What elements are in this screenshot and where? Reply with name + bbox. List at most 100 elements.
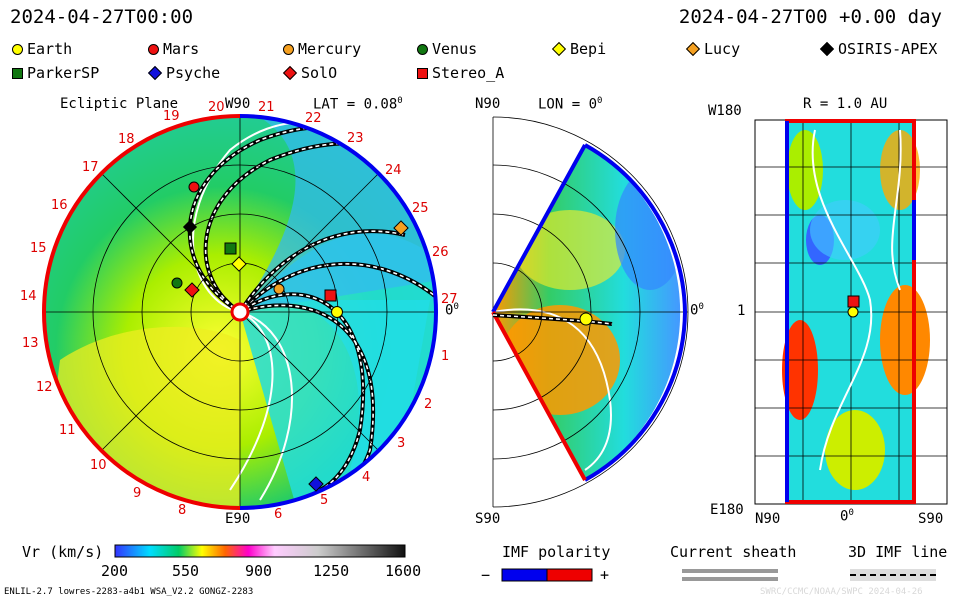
square-icon: [12, 67, 23, 79]
svg-text:13: 13: [22, 336, 39, 351]
osiris-apex-marker: [182, 219, 198, 235]
ecliptic-title: Ecliptic Plane: [60, 96, 179, 112]
imf-minus-label: −: [481, 566, 491, 584]
legend-item-bepi: Bepi: [551, 40, 607, 58]
legend-label: Venus: [432, 40, 478, 58]
legend-item-earth: Earth: [12, 40, 72, 58]
circle-icon: [417, 43, 428, 55]
legend-label: OSIRIS-APEX: [838, 40, 938, 58]
legend-item-mercury: Mercury: [283, 40, 361, 58]
svg-text:6: 6: [274, 507, 282, 522]
radial-x-left-label: N90: [755, 511, 781, 527]
legend-item-psyche: Psyche: [147, 64, 221, 82]
legend-label: Psyche: [166, 64, 221, 82]
radial-top-left-label: W180: [708, 103, 742, 119]
meridional-bottom-label: S90: [475, 511, 501, 527]
legend-label: SolO: [301, 64, 338, 82]
svg-text:27: 27: [441, 292, 458, 307]
radial-title: R = 1.0 AU: [803, 96, 888, 112]
svg-text:18: 18: [118, 132, 135, 147]
legend-item-parkersp: ParkerSP: [12, 64, 99, 82]
circle-icon: [12, 43, 23, 55]
radial-mid-left-label: 1: [737, 303, 746, 319]
legend-item-osiris-apex: OSIRIS-APEX: [819, 40, 938, 58]
svg-text:22: 22: [305, 111, 322, 126]
legend-label: Stereo_A: [432, 64, 505, 82]
legend-item-mars: Mars: [148, 40, 199, 58]
svg-text:19: 19: [163, 109, 180, 124]
svg-text:2: 2: [424, 397, 432, 412]
timestamp-right: 2024-04-27T00 +0.00 day: [678, 6, 942, 28]
mercury-marker: [273, 283, 285, 295]
meridional-top-label: N90: [475, 96, 501, 112]
legend-label: Bepi: [570, 40, 607, 58]
legend-item-solo: SolO: [282, 64, 338, 82]
sun-marker: [230, 302, 250, 322]
legend-item-venus: Venus: [417, 40, 477, 58]
legend-item-stereo-a: Stereo_A: [417, 64, 504, 82]
venus-marker: [171, 277, 183, 289]
imf-positive-swatch: [546, 568, 593, 582]
stereo-a-marker: [324, 289, 337, 302]
svg-text:4: 4: [362, 470, 370, 485]
svg-text:5: 5: [320, 493, 328, 508]
svg-text:17: 17: [82, 160, 99, 175]
svg-text:10: 10: [90, 458, 107, 473]
current-sheath-line-2: [682, 577, 778, 581]
solo-marker: [184, 282, 200, 298]
radial-x-mid-label: 00: [840, 508, 854, 525]
svg-text:12: 12: [36, 380, 53, 395]
bepi-marker: [231, 256, 247, 272]
colorbar-tick-3: 900: [245, 562, 273, 580]
radial-panel: [754, 119, 948, 505]
timestamp-left: 2024-04-27T00:00: [10, 6, 194, 28]
lucy-marker: [393, 220, 409, 236]
svg-text:25: 25: [412, 201, 429, 216]
velocity-colorbar: [114, 544, 406, 558]
imf-polarity-title: IMF polarity: [502, 543, 611, 561]
svg-text:24: 24: [385, 163, 402, 178]
colorbar-title: Vr (km/s): [22, 543, 104, 561]
colorbar-tick-4: 1250: [313, 562, 350, 580]
square-icon: [417, 67, 428, 79]
latitude-label: LAT = 0.080: [313, 96, 403, 113]
colorbar-tick-1: 200: [101, 562, 129, 580]
colorbar-tick-5: 1600: [385, 562, 422, 580]
legend-label: Mars: [163, 40, 200, 58]
legend-label: ParkerSP: [27, 64, 100, 82]
ecliptic-bottom-label: E90: [225, 511, 251, 527]
svg-text:3: 3: [397, 436, 405, 451]
legend-label: Lucy: [704, 40, 741, 58]
svg-text:1: 1: [441, 349, 449, 364]
imf-line-title: 3D IMF line: [848, 543, 948, 561]
svg-text:20: 20: [208, 100, 225, 115]
current-sheath-title: Current sheath: [670, 543, 797, 561]
parkersp-marker: [224, 242, 237, 255]
ecliptic-top-label: W90: [225, 96, 251, 112]
imf-plus-label: +: [600, 566, 610, 584]
current-sheath-line-1: [682, 569, 778, 573]
svg-text:14: 14: [20, 289, 37, 304]
svg-text:15: 15: [30, 241, 47, 256]
footer-model-info: ENLIL-2.7 lowres-2283-a4b1 WSA_V2.2 GONG…: [4, 587, 254, 597]
ecliptic-right-label: 00: [445, 302, 459, 319]
svg-text:11: 11: [59, 423, 76, 438]
svg-text:21: 21: [258, 100, 275, 115]
circle-icon: [148, 43, 159, 55]
imf-negative-swatch: [501, 568, 548, 582]
svg-text:16: 16: [51, 198, 68, 213]
mars-marker: [188, 181, 200, 193]
svg-text:9: 9: [133, 486, 141, 501]
svg-text:8: 8: [178, 503, 186, 518]
radial-earth-marker: [847, 306, 859, 318]
meridional-panel: [491, 116, 689, 508]
legend-label: Mercury: [298, 40, 362, 58]
legend-label: Earth: [27, 40, 73, 58]
psyche-marker: [308, 476, 324, 492]
svg-text:26: 26: [432, 245, 449, 260]
circle-icon: [283, 43, 294, 55]
radial-x-right-label: S90: [918, 511, 944, 527]
